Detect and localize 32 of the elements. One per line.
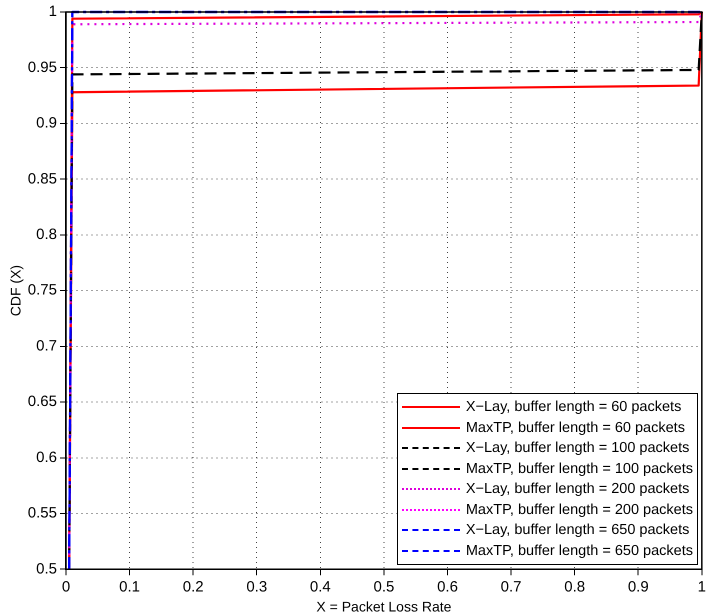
x-axis-title: X = Packet Loss Rate	[316, 598, 452, 614]
x-tick-label: 0.4	[310, 578, 331, 596]
y-tick-label: 0.95	[28, 58, 57, 76]
legend-label: X−Lay, buffer length = 200 packets	[466, 481, 690, 498]
x-tick-label: 0.8	[564, 578, 586, 596]
legend-label: MaxTP, buffer length = 650 packets	[466, 542, 694, 559]
x-tick-label: 0.6	[437, 578, 458, 596]
legend-label: X−Lay, buffer length = 100 packets	[466, 440, 690, 456]
y-tick-label: 0.7	[36, 337, 57, 354]
legend-label: MaxTP, buffer length = 60 packets	[466, 420, 685, 436]
y-tick-label: 0.85	[28, 170, 57, 188]
legend-label: X−Lay, buffer length = 60 packets	[466, 399, 682, 416]
x-tick-label: 0.2	[182, 578, 204, 596]
y-tick-label: 0.6	[36, 448, 57, 466]
y-tick-label: 1	[48, 3, 57, 20]
x-tick-label: 0.5	[373, 578, 394, 596]
legend-label: X−Lay, buffer length = 650 packets	[466, 522, 690, 538]
y-tick-label: 0.65	[28, 393, 57, 410]
x-tick-label: 1	[698, 578, 706, 596]
y-axis-title: CDF (X)	[7, 264, 24, 316]
y-tick-label: 0.8	[36, 226, 57, 244]
x-tick-label: 0	[62, 578, 70, 596]
x-tick-label: 0.3	[246, 578, 268, 596]
legend-label: MaxTP, buffer length = 100 packets	[466, 460, 694, 477]
x-tick-label: 0.7	[500, 578, 522, 596]
y-tick-label: 0.55	[28, 504, 57, 522]
y-tick-label: 0.5	[36, 560, 57, 578]
x-tick-label: 0.9	[628, 578, 649, 596]
y-tick-label: 0.9	[36, 114, 57, 132]
legend-label: MaxTP, buffer length = 200 packets	[466, 502, 694, 518]
x-tick-label: 0.1	[119, 578, 140, 596]
y-tick-label: 0.75	[28, 282, 57, 299]
